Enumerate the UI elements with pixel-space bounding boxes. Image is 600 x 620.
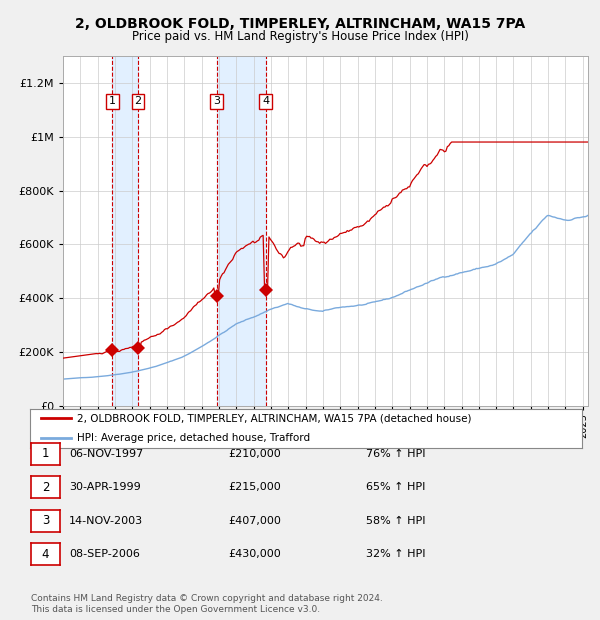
Text: 14-NOV-2003: 14-NOV-2003 bbox=[69, 516, 143, 526]
Text: 3: 3 bbox=[42, 515, 49, 527]
Bar bbox=[217, 56, 266, 406]
Text: £215,000: £215,000 bbox=[228, 482, 281, 492]
Text: 76% ↑ HPI: 76% ↑ HPI bbox=[366, 449, 425, 459]
Text: £430,000: £430,000 bbox=[228, 549, 281, 559]
Text: 1: 1 bbox=[42, 448, 49, 460]
Text: 58% ↑ HPI: 58% ↑ HPI bbox=[366, 516, 425, 526]
Text: 2, OLDBROOK FOLD, TIMPERLEY, ALTRINCHAM, WA15 7PA: 2, OLDBROOK FOLD, TIMPERLEY, ALTRINCHAM,… bbox=[75, 17, 525, 32]
Text: HPI: Average price, detached house, Trafford: HPI: Average price, detached house, Traf… bbox=[77, 433, 310, 443]
Text: 3: 3 bbox=[213, 96, 220, 107]
Text: Contains HM Land Registry data © Crown copyright and database right 2024.
This d: Contains HM Land Registry data © Crown c… bbox=[31, 595, 383, 614]
Text: 1: 1 bbox=[109, 96, 116, 107]
Text: £210,000: £210,000 bbox=[228, 449, 281, 459]
Text: 2: 2 bbox=[134, 96, 142, 107]
Text: 30-APR-1999: 30-APR-1999 bbox=[69, 482, 141, 492]
Text: 2: 2 bbox=[42, 481, 49, 494]
Text: 08-SEP-2006: 08-SEP-2006 bbox=[69, 549, 140, 559]
Text: 32% ↑ HPI: 32% ↑ HPI bbox=[366, 549, 425, 559]
Bar bbox=[112, 56, 138, 406]
Text: Price paid vs. HM Land Registry's House Price Index (HPI): Price paid vs. HM Land Registry's House … bbox=[131, 30, 469, 43]
Text: 65% ↑ HPI: 65% ↑ HPI bbox=[366, 482, 425, 492]
Text: £407,000: £407,000 bbox=[228, 516, 281, 526]
Text: 4: 4 bbox=[42, 548, 49, 560]
Text: 4: 4 bbox=[262, 96, 269, 107]
Text: 06-NOV-1997: 06-NOV-1997 bbox=[69, 449, 143, 459]
Text: 2, OLDBROOK FOLD, TIMPERLEY, ALTRINCHAM, WA15 7PA (detached house): 2, OLDBROOK FOLD, TIMPERLEY, ALTRINCHAM,… bbox=[77, 414, 472, 423]
